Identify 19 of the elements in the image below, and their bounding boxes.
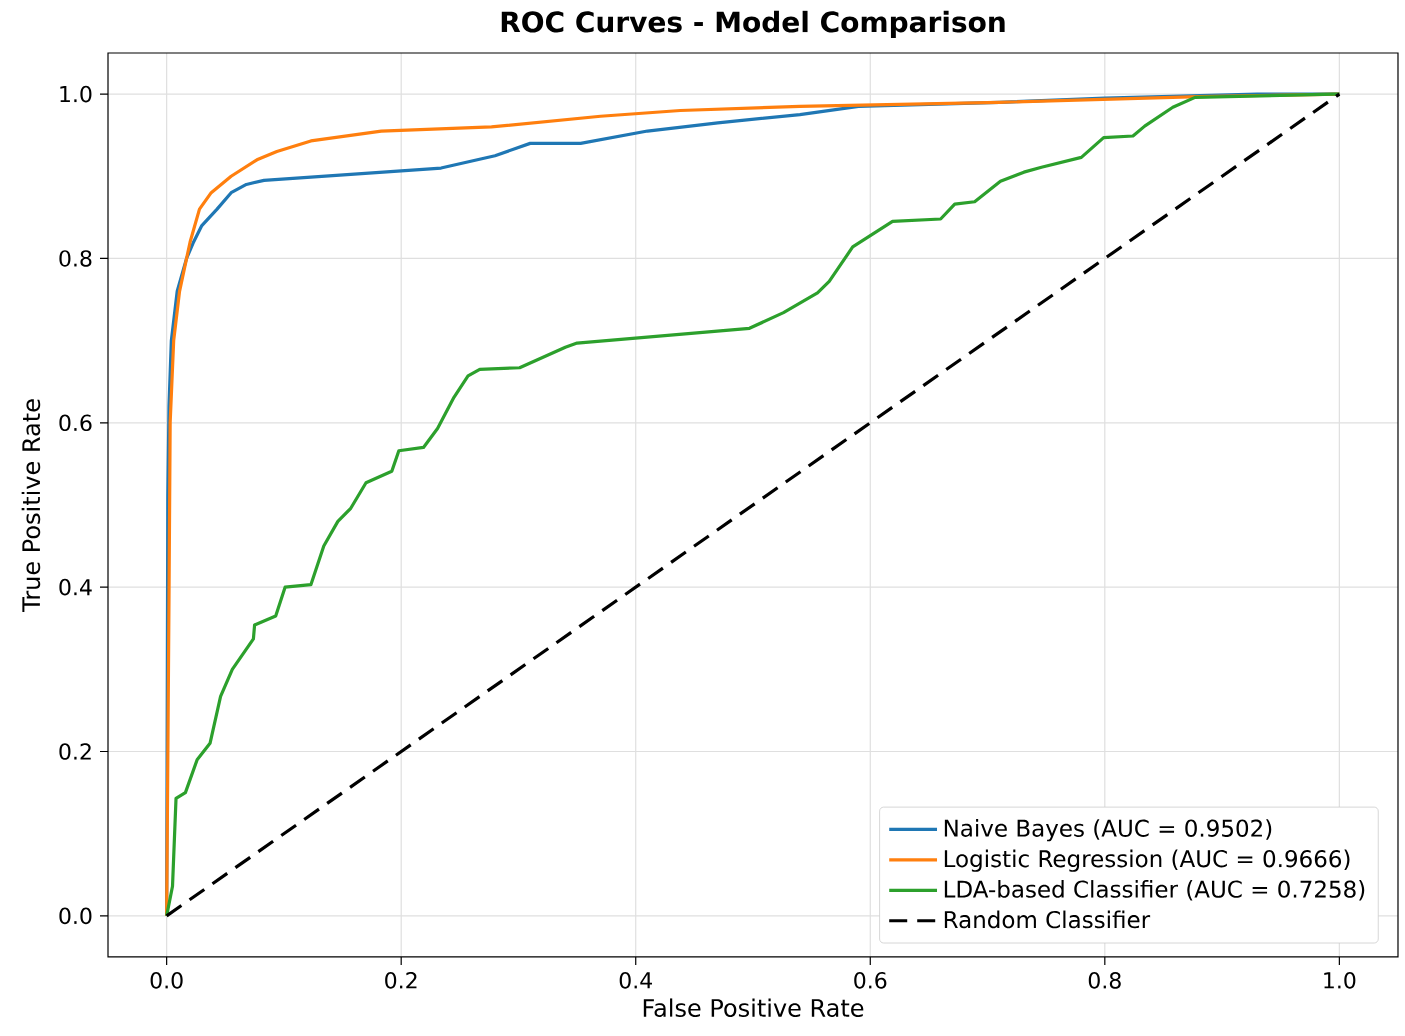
x-tick-label: 0.0 — [150, 972, 183, 989]
y-axis-title: True Positive Rate — [21, 399, 41, 612]
y-tick-label: 0.6 — [59, 414, 92, 432]
legend-label: Naive Bayes (AUC = 0.9502) — [944, 819, 1272, 842]
y-tick-label: 1.0 — [60, 85, 92, 103]
y-tick-label: 0.4 — [59, 578, 92, 596]
chart-title: ROC Curves - Model Comparison — [501, 10, 1005, 38]
x-tick-label: 0.8 — [1088, 972, 1121, 989]
x-axis-title: False Positive Rate — [643, 998, 864, 1017]
y-tick-label: 0.2 — [59, 743, 91, 760]
x-tick-label: 0.4 — [619, 972, 652, 989]
x-tick-label: 1.0 — [1324, 972, 1356, 989]
y-tick-label: 0.0 — [59, 907, 92, 925]
x-tick-label: 0.2 — [385, 972, 417, 989]
legend-label: LDA-based Classifier (AUC = 0.7258) — [944, 880, 1365, 901]
legend-label: Logistic Regression (AUC = 0.9666) — [944, 849, 1350, 872]
y-tick-label: 0.8 — [59, 250, 92, 267]
x-tick-label: 0.6 — [854, 972, 887, 989]
legend-label: Random Classifier — [944, 910, 1151, 929]
